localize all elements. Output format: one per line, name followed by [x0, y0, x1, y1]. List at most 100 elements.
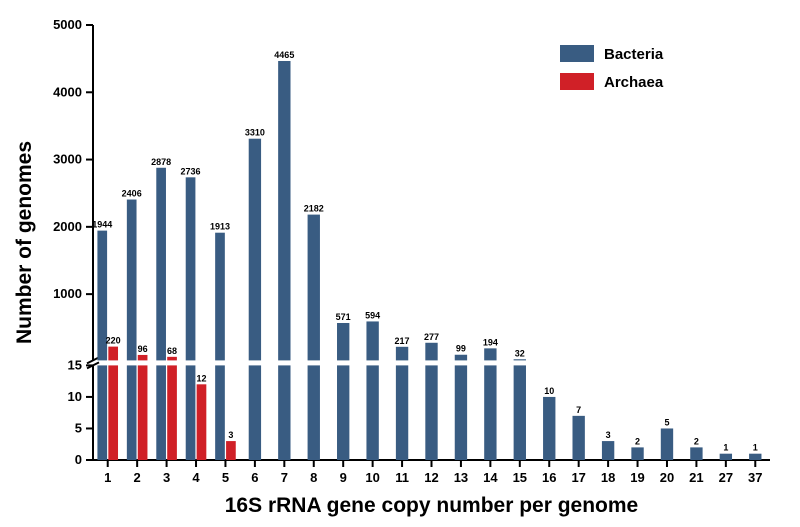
x-tick-label: 4 [192, 470, 200, 485]
x-tick-label: 11 [395, 470, 409, 485]
x-tick-label: 12 [424, 470, 438, 485]
x-tick-label: 7 [281, 470, 288, 485]
bar-archaea [226, 441, 236, 460]
bar-bacteria [455, 365, 467, 460]
bar-bacteria [484, 365, 496, 460]
bar-bacteria [661, 428, 673, 460]
x-tick-label: 8 [310, 470, 317, 485]
bar-bacteria [215, 365, 225, 460]
x-tick-label: 10 [365, 470, 379, 485]
bar-bacteria [337, 323, 349, 360]
bar-bacteria [308, 215, 320, 361]
bar-value-label: 2 [635, 436, 640, 446]
y-tick-label: 15 [68, 357, 82, 372]
bar-value-label: 3310 [245, 128, 265, 138]
bar-bacteria [514, 359, 526, 360]
bar-value-label: 220 [106, 336, 121, 346]
bar-value-label: 2406 [122, 189, 142, 199]
bar-bacteria [97, 365, 107, 460]
bar-value-label: 1944 [92, 220, 112, 230]
x-tick-label: 17 [571, 470, 585, 485]
bar-bacteria [602, 441, 614, 460]
bar-archaea [138, 355, 148, 360]
bar-bacteria [749, 454, 761, 460]
y-tick-label: 3000 [53, 152, 82, 167]
bar-bacteria [514, 365, 526, 460]
bar-bacteria [249, 365, 261, 460]
bar-value-label: 277 [424, 332, 439, 342]
bar-value-label: 1 [753, 443, 758, 453]
bar-value-label: 10 [544, 386, 554, 396]
bar-value-label: 2878 [151, 157, 171, 167]
x-tick-label: 14 [483, 470, 498, 485]
bar-bacteria [215, 233, 225, 361]
y-tick-label: 5000 [53, 17, 82, 32]
bar-bacteria [631, 447, 643, 460]
y-tick-label: 1000 [53, 286, 82, 301]
bar-value-label: 3 [228, 430, 233, 440]
x-axis-title: 16S rRNA gene copy number per genome [225, 494, 639, 517]
bar-bacteria [156, 168, 166, 361]
rrna-copy-number-chart: 05101510002000300040005000Number of geno… [0, 0, 800, 527]
bar-value-label: 594 [365, 310, 380, 320]
y-tick-label: 0 [75, 452, 82, 467]
x-tick-label: 20 [660, 470, 674, 485]
bar-bacteria [186, 365, 196, 460]
bar-bacteria [396, 365, 408, 460]
x-tick-label: 27 [719, 470, 733, 485]
bar-bacteria [455, 355, 467, 361]
y-tick-label: 4000 [53, 84, 82, 99]
bar-bacteria [690, 447, 702, 460]
y-tick-label: 2000 [53, 219, 82, 234]
bar-value-label: 194 [483, 337, 498, 347]
bar-bacteria [278, 365, 290, 460]
bar-archaea [108, 365, 118, 460]
bar-value-label: 1913 [210, 222, 230, 232]
x-tick-label: 18 [601, 470, 615, 485]
bar-bacteria [425, 365, 437, 460]
x-tick-label: 9 [340, 470, 347, 485]
bar-bacteria [127, 200, 137, 361]
x-tick-label: 3 [163, 470, 170, 485]
bar-value-label: 2 [694, 436, 699, 446]
bar-bacteria [249, 139, 261, 361]
y-axis-title: Number of genomes [13, 141, 36, 344]
bar-bacteria [572, 416, 584, 460]
legend-label: Bacteria [604, 46, 664, 63]
bar-value-label: 2182 [304, 204, 324, 214]
bar-bacteria [425, 343, 437, 361]
bar-archaea [108, 347, 118, 361]
bar-value-label: 96 [138, 344, 148, 354]
bar-archaea [138, 365, 148, 460]
x-tick-label: 15 [513, 470, 527, 485]
bar-archaea [167, 365, 177, 460]
legend-label: Archaea [604, 74, 664, 91]
x-tick-label: 2 [134, 470, 141, 485]
bar-value-label: 68 [167, 346, 177, 356]
bar-value-label: 2736 [181, 166, 201, 176]
x-tick-label: 21 [689, 470, 703, 485]
bar-bacteria [127, 365, 137, 460]
bar-bacteria [308, 365, 320, 460]
bar-bacteria [366, 321, 378, 360]
bar-value-label: 1 [723, 443, 728, 453]
bar-value-label: 571 [336, 312, 351, 322]
bar-value-label: 12 [196, 373, 206, 383]
bar-value-label: 4465 [274, 50, 294, 60]
bar-value-label: 3 [606, 430, 611, 440]
x-tick-label: 37 [748, 470, 762, 485]
x-tick-label: 16 [542, 470, 556, 485]
bar-bacteria [186, 177, 196, 360]
x-tick-label: 6 [251, 470, 258, 485]
bar-bacteria [156, 365, 166, 460]
x-tick-label: 13 [454, 470, 468, 485]
bar-value-label: 217 [395, 336, 410, 346]
bar-bacteria [366, 365, 378, 460]
bar-value-label: 5 [664, 417, 669, 427]
bar-bacteria [337, 365, 349, 460]
x-tick-label: 1 [104, 470, 111, 485]
y-tick-label: 10 [68, 389, 82, 404]
y-tick-label: 5 [75, 420, 82, 435]
bar-value-label: 32 [515, 348, 525, 358]
bar-value-label: 7 [576, 405, 581, 415]
